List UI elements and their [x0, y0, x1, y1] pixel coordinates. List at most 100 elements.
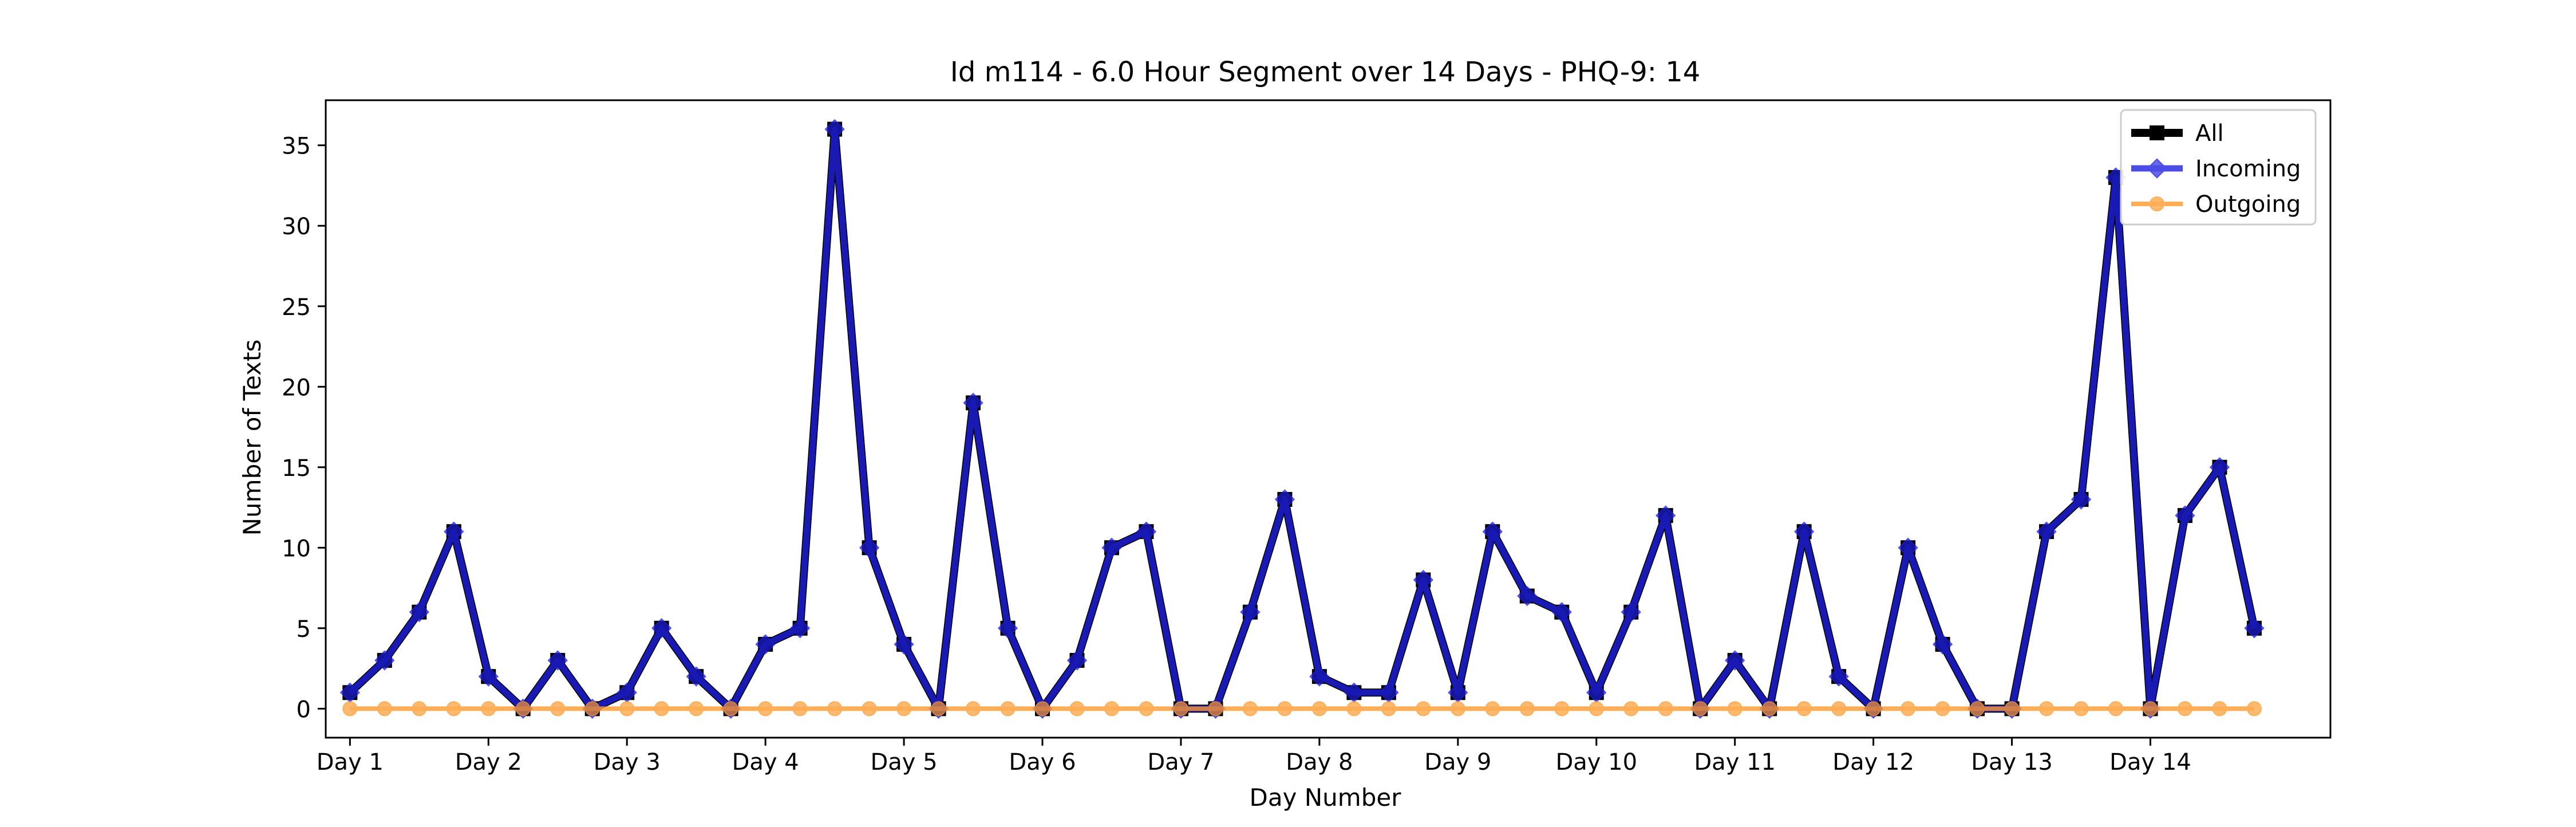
data-point	[827, 701, 843, 716]
data-point	[1970, 701, 1985, 716]
data-point	[931, 701, 946, 716]
x-tick-label: Day 5	[870, 749, 937, 775]
data-point	[444, 521, 464, 542]
data-point	[515, 701, 531, 716]
data-point	[1240, 602, 1261, 623]
data-point	[1346, 701, 1362, 716]
data-point	[1136, 521, 1157, 542]
data-point	[2246, 701, 2262, 716]
data-point	[1066, 650, 1088, 671]
data-point	[963, 392, 983, 414]
data-point	[1762, 701, 1777, 716]
data-point	[1000, 701, 1016, 716]
data-point	[374, 650, 395, 671]
data-point	[1208, 701, 1223, 716]
data-point	[1101, 537, 1122, 558]
data-point	[2175, 505, 2195, 526]
data-point	[1796, 701, 1812, 716]
legend-marker	[2150, 196, 2164, 211]
x-tick-label: Day 14	[2109, 749, 2191, 775]
data-point	[1831, 701, 1847, 716]
data-point	[1139, 701, 1154, 716]
data-point	[689, 701, 704, 716]
data-point	[862, 701, 877, 716]
x-tick-label: Day 12	[1832, 749, 1914, 775]
data-point	[2073, 701, 2089, 716]
data-point	[1866, 701, 1881, 716]
x-tick-label: Day 13	[1971, 749, 2053, 775]
data-point	[1935, 701, 1950, 716]
series-line	[347, 125, 2258, 713]
data-point	[1485, 701, 1500, 716]
data-point	[2036, 521, 2057, 542]
legend-label: Outgoing	[2195, 191, 2301, 218]
data-point	[2108, 701, 2124, 716]
data-point	[966, 701, 981, 716]
y-tick-label: 30	[282, 214, 311, 240]
data-point	[1517, 586, 1538, 607]
data-point	[1450, 701, 1465, 716]
x-tick-label: Day 7	[1147, 749, 1214, 775]
data-point	[2244, 618, 2265, 639]
data-point	[1901, 701, 1916, 716]
x-tick-label: Day 9	[1424, 749, 1491, 775]
data-point	[654, 701, 669, 716]
data-point	[1898, 537, 1918, 558]
x-axis-label: Day Number	[1249, 783, 1401, 812]
series-outgoing	[342, 701, 2262, 716]
data-point	[1554, 701, 1570, 716]
data-point	[412, 701, 427, 716]
data-point	[1828, 666, 1849, 687]
data-point	[758, 701, 773, 716]
x-tick-label: Day 8	[1286, 749, 1353, 775]
legend: All Incoming Outgoing	[2120, 109, 2317, 226]
data-point	[755, 634, 776, 655]
data-point	[1173, 701, 1188, 716]
data-point	[723, 701, 738, 716]
data-point	[1311, 701, 1327, 716]
legend-label: Incoming	[2195, 156, 2301, 182]
legend-box	[2120, 109, 2317, 226]
series-line	[347, 126, 2258, 712]
data-point	[1621, 602, 1641, 623]
series-all	[342, 121, 2262, 716]
data-point	[481, 701, 496, 716]
data-point	[1309, 666, 1330, 687]
data-point	[1932, 634, 1953, 655]
data-point	[1725, 650, 1745, 671]
data-point	[1069, 701, 1085, 716]
data-point	[1413, 569, 1433, 590]
data-point	[1277, 701, 1293, 716]
data-point	[2071, 489, 2092, 510]
y-tick-label: 25	[282, 294, 311, 321]
y-tick-label: 0	[297, 696, 311, 723]
data-point	[1274, 489, 1295, 510]
data-point	[824, 119, 845, 140]
y-tick-label: 35	[282, 133, 311, 160]
data-point	[547, 650, 568, 671]
data-point	[1381, 701, 1396, 716]
chart-title: Id m114 - 6.0 Hour Segment over 14 Days …	[950, 56, 1701, 88]
data-point	[1416, 701, 1431, 716]
data-point	[478, 666, 499, 687]
series-incoming	[339, 119, 2265, 719]
x-tick-label: Day 3	[594, 749, 661, 775]
data-point	[1519, 701, 1535, 716]
data-point	[1104, 701, 1119, 716]
legend-marker	[2150, 125, 2164, 140]
data-point	[1623, 701, 1639, 716]
legend-entry	[2131, 196, 2183, 211]
legend-label: All	[2195, 120, 2224, 147]
data-point	[1727, 701, 1743, 716]
y-tick-label: 10	[282, 535, 311, 562]
legend-marker	[2147, 158, 2167, 179]
plot-frame	[325, 99, 2332, 739]
data-point	[2212, 701, 2227, 716]
data-point	[1658, 701, 1673, 716]
data-point	[409, 602, 429, 623]
data-point	[1242, 701, 1258, 716]
data-point	[446, 701, 461, 716]
data-point	[792, 701, 808, 716]
